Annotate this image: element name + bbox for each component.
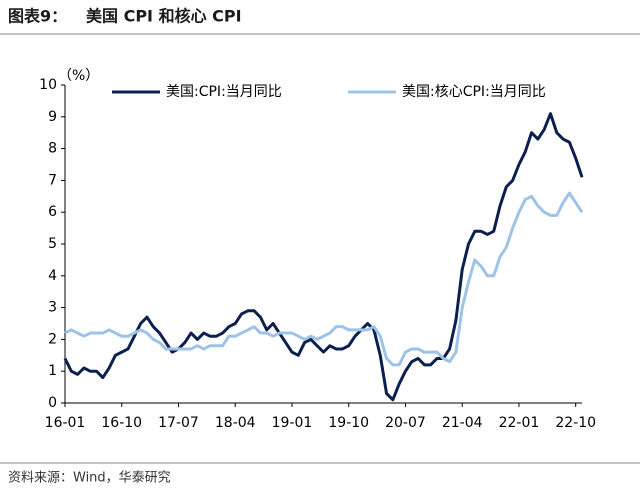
y-tick-label: 3 bbox=[48, 300, 57, 316]
y-tick-label: 1 bbox=[48, 363, 57, 379]
y-tick-label: 9 bbox=[48, 109, 57, 125]
chart-title: 美国 CPI 和核心 CPI bbox=[86, 7, 242, 26]
y-tick-label: 5 bbox=[48, 236, 57, 252]
x-tick-label: 19-10 bbox=[328, 415, 369, 431]
x-tick-label: 20-07 bbox=[385, 415, 426, 431]
legend-label: 美国:CPI:当月同比 bbox=[166, 84, 282, 100]
x-tick-label: 17-07 bbox=[158, 415, 199, 431]
figure-label: 图表9： bbox=[8, 7, 67, 26]
y-tick-label: 0 bbox=[48, 395, 57, 411]
y-tick-label: 10 bbox=[39, 77, 57, 93]
legend-label: 美国:核心CPI:当月同比 bbox=[402, 84, 546, 100]
y-tick-label: 7 bbox=[48, 172, 57, 188]
y-tick-label: 8 bbox=[48, 141, 57, 157]
y-tick-label: 6 bbox=[48, 204, 57, 220]
series-line bbox=[64, 191, 584, 367]
x-tick-label: 16-01 bbox=[45, 415, 86, 431]
x-tick-label: 22-01 bbox=[499, 415, 540, 431]
y-axis-label: （%） bbox=[58, 68, 99, 84]
series-line bbox=[63, 112, 584, 402]
x-tick-label: 16-10 bbox=[101, 415, 142, 431]
source: 资料来源：Wind，华泰研究 bbox=[8, 471, 171, 486]
x-tick-label: 21-04 bbox=[442, 415, 483, 431]
x-tick-label: 18-04 bbox=[215, 415, 256, 431]
x-tick-label: 22-10 bbox=[555, 415, 596, 431]
x-tick-label: 19-01 bbox=[272, 415, 313, 431]
y-tick-label: 2 bbox=[48, 331, 57, 347]
y-tick-label: 4 bbox=[48, 268, 57, 284]
